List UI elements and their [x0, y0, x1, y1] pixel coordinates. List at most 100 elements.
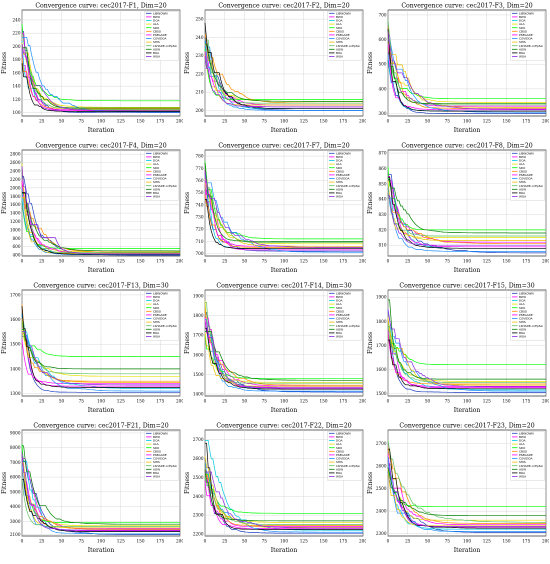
y-tick-label: 600 [13, 244, 21, 249]
y-tick-label: 850 [379, 181, 387, 186]
legend-label: PSEGADE [519, 33, 533, 37]
series-line-ala [204, 183, 363, 245]
series-line-lshade-cnepsin [22, 48, 180, 110]
chart-panel-10: Convergence curve: cec2017-F21, Dim=20 0 2… [0, 420, 184, 560]
x-tick-label: 50 [425, 119, 431, 124]
x-tick-label: 175 [339, 119, 347, 124]
y-tick-label: 400 [13, 253, 21, 258]
x-axis-label: Iteration [88, 407, 115, 414]
x-axis-label: Iteration [271, 547, 298, 554]
y-axis-label: Fitness [184, 52, 191, 74]
chart-title: Convergence curve: cec2017-F13, Dim=30 [33, 283, 168, 290]
x-tick-label: 50 [242, 539, 248, 544]
y-tick-label: 9000 [10, 430, 21, 435]
legend-label: COVIDOA [336, 317, 350, 321]
x-tick-label: 100 [463, 119, 471, 124]
x-tick-label: 150 [503, 119, 511, 124]
x-tick-label: 25 [405, 399, 411, 404]
legend-label: LIBWOWN [519, 11, 534, 15]
x-axis-label: Iteration [454, 267, 481, 274]
y-tick-label: 2100 [10, 532, 21, 537]
y-tick-label: 1700 [10, 292, 21, 297]
x-tick-label: 175 [522, 539, 530, 544]
series-line-woa [21, 166, 180, 255]
legend-label: LIBWOWN [153, 431, 168, 435]
x-tick-label: 0 [387, 259, 390, 264]
legend-label: DOA [153, 159, 159, 163]
y-tick-label: 1900 [193, 293, 204, 298]
legend-label: LIBWOWN [519, 431, 534, 435]
y-tick-label: 1400 [10, 211, 21, 216]
y-tick-label: 2200 [193, 532, 204, 537]
x-tick-label: 125 [483, 539, 491, 544]
series-line-ala [387, 44, 546, 103]
x-tick-label: 25 [39, 539, 45, 544]
legend-label: PSEGADE [336, 313, 350, 317]
series-line-sdo [21, 443, 180, 524]
legend-box [510, 151, 545, 201]
legend-label: BWO [336, 295, 344, 299]
x-tick-label: 50 [425, 259, 431, 264]
series-line-woa [22, 331, 180, 386]
legend-label: BOA [153, 191, 159, 195]
chart-svg: Convergence curve: cec2017-F8, Dim=20 0 25… [367, 143, 550, 275]
y-tick-label: 180 [13, 57, 21, 62]
legend-label: COVIDOA [153, 177, 167, 181]
legend-label: SHIS [336, 180, 343, 184]
series-line-cbso [21, 58, 180, 110]
legend-label: LSHADE-cnEpSin [336, 464, 360, 468]
series-line-cbso [387, 447, 546, 524]
x-tick-label: 0 [21, 119, 24, 124]
y-tick-label: 860 [379, 166, 387, 171]
series-line-aow [22, 329, 180, 370]
legend-label: ALA [153, 22, 159, 26]
series-line-cbso [204, 461, 363, 526]
series-line-ala [21, 329, 180, 377]
y-tick-label: 1500 [193, 372, 204, 377]
legend-label: BOA [336, 191, 342, 195]
y-tick-label: 870 [379, 151, 387, 156]
series-line-lshade-cnepsin [387, 439, 546, 523]
x-tick-label: 100 [280, 259, 288, 264]
legend-label: LIBWOWN [519, 291, 534, 295]
legend-label: BWO [336, 435, 344, 439]
legend-label: PSEGADE [153, 313, 167, 317]
legend-label: ALA [519, 302, 525, 306]
y-axis-label: Fitness [367, 52, 374, 74]
series-line-ala [22, 472, 180, 527]
chart-panel-11: Convergence curve: cec2017-F22, Dim=20 0 2… [183, 420, 367, 560]
y-tick-label: 760 [196, 178, 204, 183]
series-line-woa [205, 471, 363, 529]
series-line-libwown [22, 31, 180, 114]
y-tick-label: 7000 [10, 460, 21, 465]
legend-label: LIBWOWN [153, 151, 168, 155]
series-line-lshade-cnepsin [387, 19, 546, 106]
y-tick-label: 1600 [10, 202, 21, 207]
series-line-ala [21, 43, 180, 108]
legend-label: BWO [153, 435, 161, 439]
y-tick-label: 2700 [193, 437, 204, 442]
y-axis-label: Fitness [184, 192, 191, 214]
chart-panel-4: Convergence curve: cec2017-F4, Dim=20 0 25… [0, 140, 184, 280]
series-line-libwown [388, 326, 546, 393]
y-tick-label: 720 [196, 227, 204, 232]
y-tick-label: 770 [196, 166, 204, 171]
chart-svg: Convergence curve: cec2017-F13, Dim=30 0 2… [1, 283, 184, 415]
chart-svg: Convergence curve: cec2017-F2, Dim=20 0 25… [184, 3, 367, 135]
x-tick-label: 25 [39, 119, 45, 124]
chart-svg: Convergence curve: cec2017-F7, Dim=20 0 25… [184, 143, 367, 275]
series-line-covidoa [205, 319, 363, 392]
y-tick-label: 160 [13, 70, 21, 75]
legend-label: LSHADE-cnEpSin [153, 324, 177, 328]
series-line-aow [204, 469, 363, 522]
legend-box [510, 431, 545, 481]
series-line-libwown [388, 174, 546, 254]
chart-title: Convergence curve: cec2017-F21, Dim=20 [33, 423, 168, 430]
series-line-woa [205, 322, 363, 388]
x-tick-label: 25 [222, 539, 228, 544]
legend-label: LIBWOWN [519, 151, 534, 155]
y-tick-label: 8000 [10, 445, 21, 450]
legend-label: CBSO [153, 29, 162, 33]
chart-title: Convergence curve: cec2017-F3, Dim=20 [401, 3, 532, 10]
chart-title: Convergence curve: cec2017-F1, Dim=20 [35, 3, 166, 10]
